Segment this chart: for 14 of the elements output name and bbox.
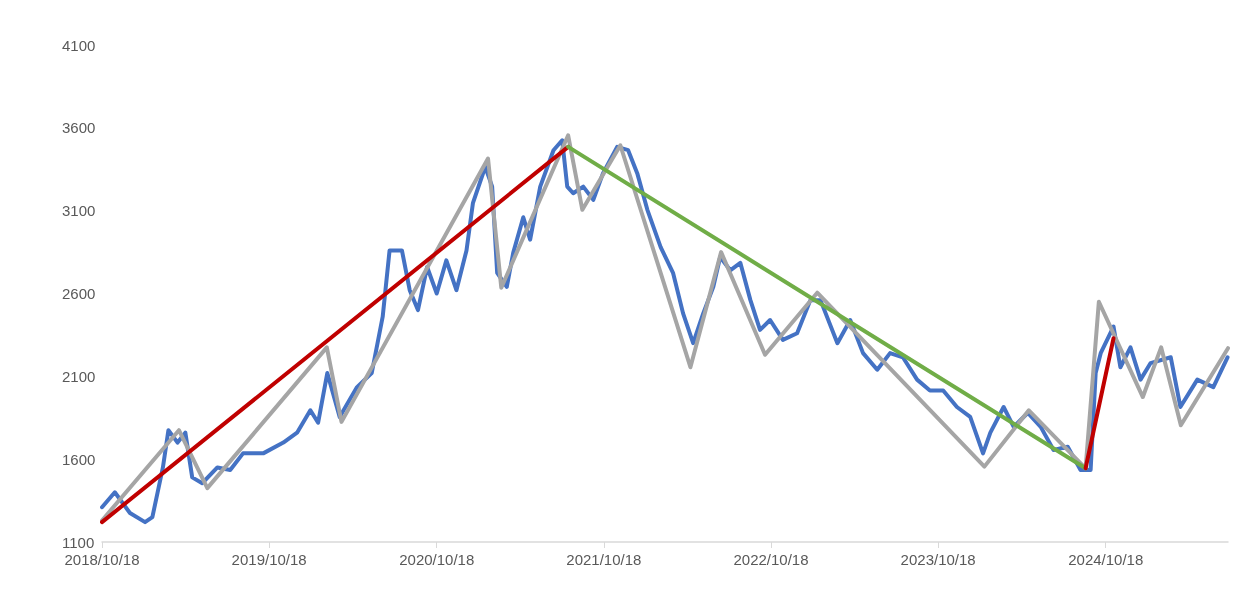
y-tick-label: 3100 xyxy=(62,202,96,220)
y-tick-label: 4100 xyxy=(62,36,96,54)
x-tick-label: 2018/10/18 xyxy=(64,551,140,568)
x-tick-label: 2023/10/18 xyxy=(900,551,976,568)
y-tick-label: 2600 xyxy=(62,285,96,302)
y-tick-label: 2100 xyxy=(62,367,96,385)
y-tick-label: 1600 xyxy=(62,450,96,468)
x-tick-label: 2024/10/18 xyxy=(1068,551,1144,568)
x-tick-label: 2022/10/18 xyxy=(733,551,809,568)
y-tick-label: 1100 xyxy=(62,533,95,551)
x-tick-label: 2021/10/18 xyxy=(566,551,642,568)
y-tick-label: 3600 xyxy=(62,119,96,137)
x-tick-label: 2020/10/18 xyxy=(399,551,475,568)
x-tick-label: 2019/10/18 xyxy=(231,551,307,568)
